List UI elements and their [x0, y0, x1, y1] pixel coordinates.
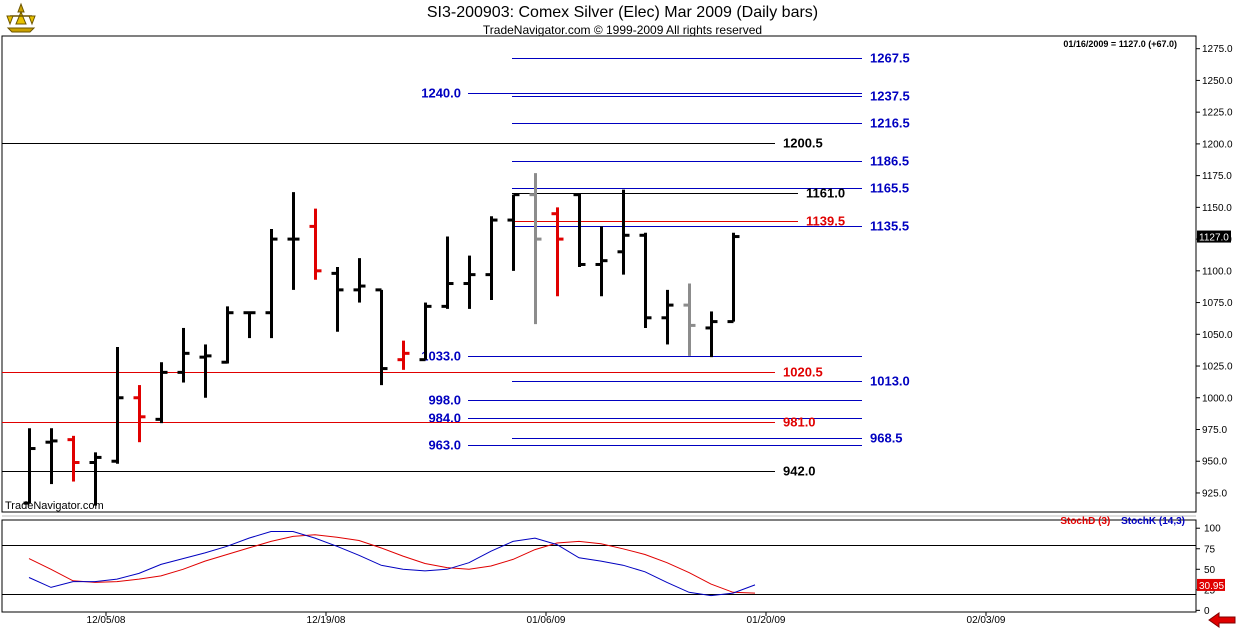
price-tick-label: 1025.0 [1202, 362, 1233, 373]
osc-tick-label: 0 [1204, 606, 1210, 617]
ohlc-bar-12/12 [309, 208, 322, 280]
ohlc-bar-12/24 [485, 216, 498, 301]
ohlc-bar-12/26 [507, 193, 520, 271]
level-label-963.0: 963.0 [428, 438, 461, 453]
ohlc-bar-12/01 [111, 346, 124, 464]
level-label-1135.5: 1135.5 [870, 219, 909, 234]
ohlc-bar-12/16 [353, 258, 366, 303]
ohlc-bar-12/09 [243, 311, 256, 339]
price-tick-label: 1100.0 [1202, 266, 1232, 277]
osc-last-value-label: 30.95 [1199, 581, 1224, 592]
stochastic-legend: StochD (3) StochK (14,3) [1060, 516, 1185, 527]
level-label-1020.5: 1020.5 [783, 365, 823, 380]
level-label-1237.5: 1237.5 [870, 89, 910, 104]
ohlc-bar-01/02 [595, 226, 608, 297]
date-tick-label: 12/19/08 [307, 615, 346, 626]
level-label-1013.0: 1013.0 [870, 374, 910, 389]
chart-subtitle: TradeNavigator.com © 1999-2009 All right… [482, 23, 763, 37]
ohlc-bar-01/05 [617, 189, 630, 275]
ohlc-bar-11/26 [67, 435, 80, 482]
price-tick-label: 975.0 [1202, 425, 1227, 436]
date-tick-label: 01/06/09 [527, 615, 566, 626]
stochastic-panel [1, 519, 1197, 613]
osc-tick-label: 100 [1204, 524, 1221, 535]
price-tick-label: 950.0 [1202, 457, 1227, 468]
ohlc-bar-11/25 [45, 428, 58, 485]
price-tick-label: 1175.0 [1202, 171, 1232, 182]
chart-title: SI3-200903: Comex Silver (Elec) Mar 2009… [426, 4, 819, 21]
watermark-text: TradeNavigator.com [5, 500, 104, 512]
ohlc-bar-12/22 [441, 236, 454, 309]
scroll-left-arrow-icon[interactable] [1207, 612, 1237, 633]
price-tick-label: 1225.0 [1202, 108, 1233, 119]
ohlc-bar-12/04 [177, 327, 190, 383]
ohlc-bar-12/08 [221, 306, 234, 364]
price-tick-label: 1000.0 [1202, 393, 1233, 404]
ohlc-bar-12/11 [287, 192, 300, 290]
ohlc-bar-12/05 [199, 344, 212, 398]
level-label-1161.0: 1161.0 [806, 186, 845, 201]
level-label-1165.5: 1165.5 [870, 181, 909, 196]
date-tick-label: 01/20/09 [747, 615, 786, 626]
level-label-1139.5: 1139.5 [806, 214, 845, 229]
ohlc-bar-12/19 [419, 302, 432, 362]
price-readout: 01/16/2009 = 1127.0 (+67.0) [1063, 39, 1177, 49]
ohlc-bar-11/28 [89, 452, 102, 506]
ohlc-bar-01/06 [639, 232, 652, 328]
level-label-1186.5: 1186.5 [870, 154, 909, 169]
ohlc-bar-12/17 [375, 288, 388, 386]
last-price-box [1197, 230, 1231, 243]
legend-stochk: StochK (14,3) [1121, 516, 1185, 527]
ohlc-bar-12/03 [155, 362, 168, 424]
ohlc-bar-12/02 [133, 385, 146, 443]
level-label-1216.5: 1216.5 [870, 116, 910, 131]
level-label-998.0: 998.0 [428, 393, 461, 408]
ohlc-bar-12/30 [551, 207, 564, 297]
level-label-968.5: 968.5 [870, 431, 903, 446]
ohlc-bar-11/24 [23, 428, 36, 505]
price-tick-label: 1275.0 [1202, 44, 1233, 55]
level-label-981.0: 981.0 [783, 415, 816, 430]
level-label-942.0: 942.0 [783, 464, 816, 479]
level-label-1033.0: 1033.0 [421, 349, 461, 364]
level-label-1267.5: 1267.5 [870, 51, 910, 66]
legend-stochd: StochD (3) [1060, 516, 1111, 527]
price-tick-label: 1200.0 [1202, 139, 1233, 150]
price-tick-label: 1050.0 [1202, 330, 1233, 341]
osc-last-value-box [1197, 578, 1225, 591]
ohlc-bar-12/10 [265, 228, 278, 339]
ohlc-bar-01/07 [661, 289, 674, 345]
price-panel [1, 35, 1197, 513]
ohlc-bar-01/08 [683, 283, 696, 356]
ohlc-bar-01/12 [727, 232, 740, 324]
price-tick-label: 925.0 [1202, 488, 1227, 499]
level-label-1200.5: 1200.5 [783, 136, 823, 151]
level-label-984.0: 984.0 [428, 411, 461, 426]
last-price-label: 1127.0 [1199, 233, 1229, 244]
price-tick-label: 1075.0 [1202, 298, 1233, 309]
osc-tick-label: 50 [1204, 565, 1216, 576]
series-line-StochK (14,3) [28, 531, 756, 597]
ohlc-bar-01/09 [705, 311, 718, 358]
date-tick-label: 12/05/08 [87, 615, 126, 626]
ohlc-bar-12/15 [331, 267, 344, 332]
ohlc-bar-12/31 [573, 193, 586, 268]
trade-navigator-logo [4, 2, 38, 39]
level-label-1240.0: 1240.0 [421, 86, 461, 101]
series-line-StochD (3) [28, 534, 756, 594]
price-tick-label: 1150.0 [1202, 203, 1232, 214]
osc-tick-label: 75 [1204, 544, 1216, 555]
ohlc-bar-12/23 [463, 255, 476, 309]
price-tick-label: 1250.0 [1202, 76, 1233, 87]
ohlc-bar-12/29 [529, 173, 542, 325]
ohlc-bar-12/18 [397, 340, 410, 370]
date-tick-label: 02/03/09 [967, 615, 1006, 626]
